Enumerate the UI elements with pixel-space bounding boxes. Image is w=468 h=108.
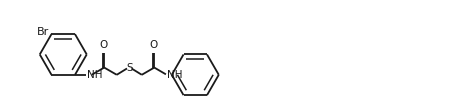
Text: O: O	[149, 40, 158, 50]
Text: Br: Br	[37, 27, 49, 37]
Text: S: S	[126, 63, 132, 73]
Text: NH: NH	[87, 70, 102, 80]
Text: O: O	[99, 40, 108, 50]
Text: NH: NH	[167, 70, 183, 80]
